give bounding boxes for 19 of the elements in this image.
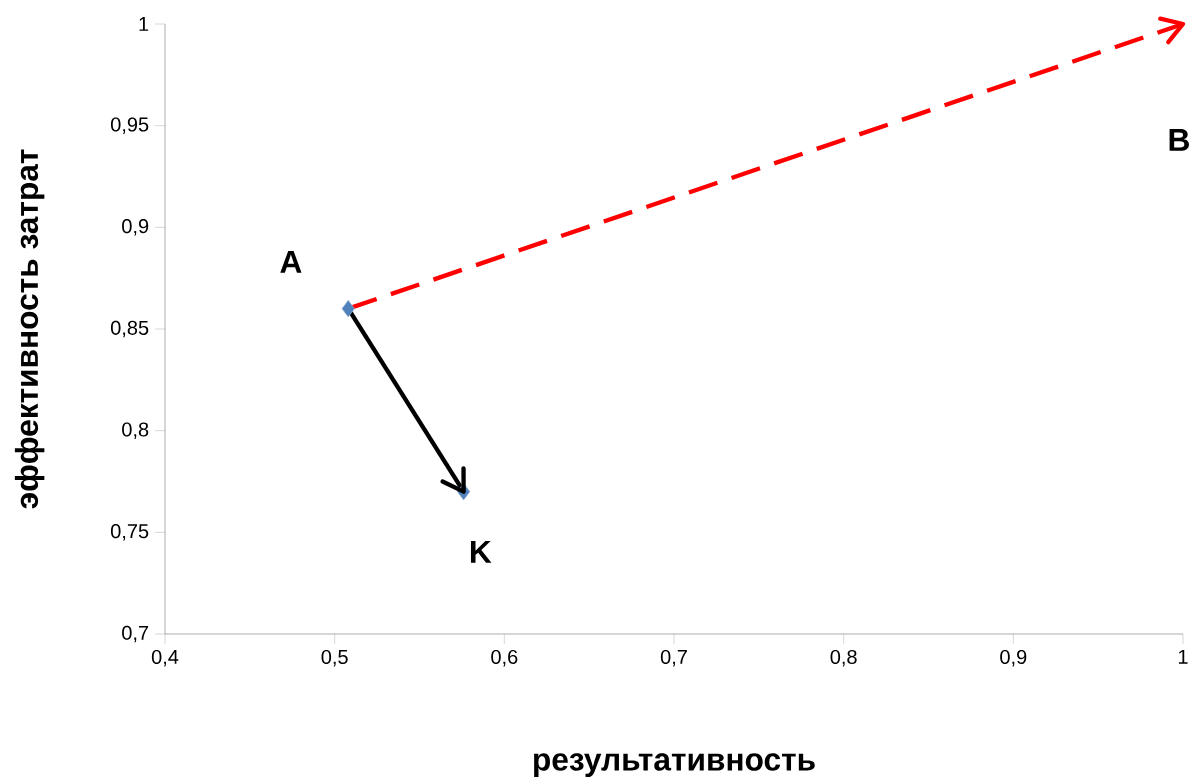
x-tick-label: 0,7 — [660, 649, 687, 667]
annotation: K — [470, 540, 492, 563]
y-tick-label: 0,7 — [122, 625, 149, 643]
x-tick-label: 0,5 — [321, 649, 348, 667]
y-tick-label: 0,75 — [110, 524, 149, 541]
x-tick-label: 1 — [1178, 649, 1188, 664]
annotation: A — [280, 250, 302, 273]
y-tick-label: 0,9 — [122, 219, 149, 236]
y-tick-label: 0,85 — [110, 320, 149, 338]
annotation: B — [1169, 129, 1189, 151]
x-tick-label: 0,9 — [1000, 649, 1027, 667]
y-tick-label: 0,8 — [122, 422, 149, 439]
y-tick-label: 1 — [139, 17, 149, 31]
x-tick-label: 0,4 — [151, 649, 179, 667]
x-tick-label: 0,8 — [830, 649, 857, 667]
x-tick-label: 0,6 — [491, 649, 518, 667]
y-tick-label: 0,95 — [110, 117, 149, 134]
x-axis-title: результативность — [534, 753, 815, 777]
y-axis-title: эффективность затрат — [14, 149, 45, 509]
